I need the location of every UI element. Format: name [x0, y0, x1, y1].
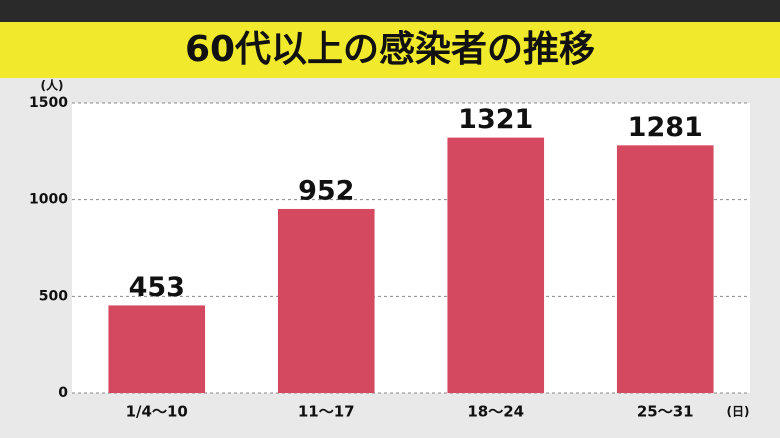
- chart-title: 60代以上の感染者の推移: [185, 29, 595, 70]
- value-label: 952: [298, 175, 354, 206]
- x-tick-label: 18〜24: [467, 403, 524, 421]
- top-strip: [0, 0, 780, 22]
- y-tick-label: 500: [39, 288, 68, 304]
- x-tick-label: 1/4〜10: [126, 403, 188, 421]
- value-label: 1321: [458, 104, 533, 135]
- y-tick-label: 1500: [29, 95, 68, 111]
- x-unit: (日): [727, 405, 750, 419]
- x-tick-label: 25〜31: [637, 403, 694, 421]
- x-tick-label: 11〜17: [298, 403, 355, 421]
- y-tick-label: 0: [58, 385, 68, 401]
- bar: [447, 137, 545, 393]
- title-banner: [0, 22, 780, 78]
- value-label: 453: [129, 272, 185, 303]
- bar: [616, 145, 714, 393]
- y-tick-label: 1000: [29, 192, 68, 208]
- bar: [277, 208, 375, 393]
- bar: [108, 305, 206, 393]
- value-label: 1281: [628, 112, 703, 143]
- y-unit: (人): [41, 78, 64, 93]
